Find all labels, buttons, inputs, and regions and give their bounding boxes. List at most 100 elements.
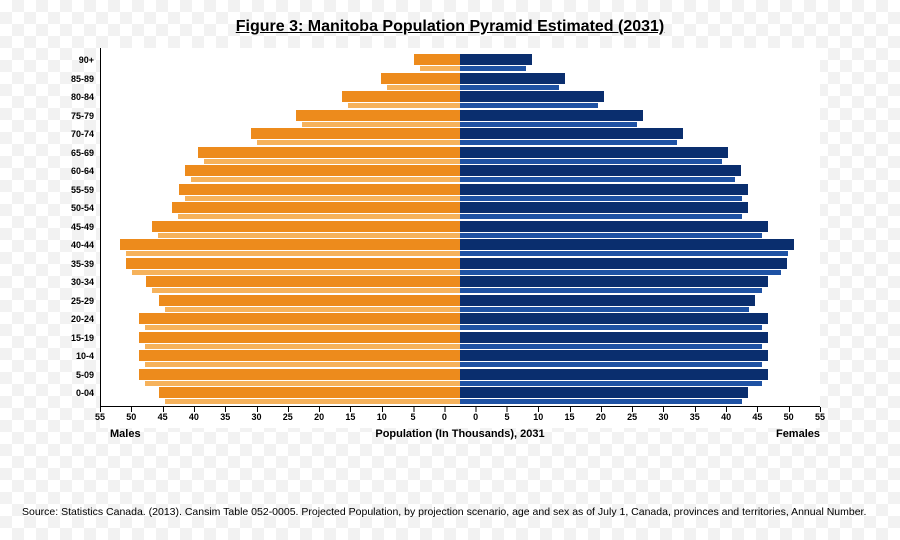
x-tick: 15 (565, 412, 575, 422)
male-bar-secondary (145, 344, 460, 349)
x-tick: 5 (504, 412, 509, 422)
male-bar-secondary (152, 288, 460, 293)
female-bar (460, 110, 643, 121)
female-bar (460, 332, 768, 343)
age-label: 5-09 (76, 371, 100, 380)
male-bar (139, 350, 460, 361)
age-row: 10-4 (100, 350, 820, 369)
female-bar-secondary (460, 270, 781, 275)
x-tick-mark (632, 407, 633, 412)
x-tick: 0 (442, 412, 447, 422)
x-tick: 35 (690, 412, 700, 422)
x-tick: 20 (596, 412, 606, 422)
age-label: 75-79 (71, 112, 100, 121)
chart-title: Figure 3: Manitoba Population Pyramid Es… (0, 18, 900, 36)
age-label: 60-64 (71, 167, 100, 176)
female-bar-secondary (460, 196, 742, 201)
age-label: 15-19 (71, 334, 100, 343)
male-bar-secondary (145, 381, 460, 386)
age-row: 65-69 (100, 147, 820, 166)
age-label: 20-24 (71, 315, 100, 324)
female-bar-secondary (460, 233, 762, 238)
male-bar (185, 165, 460, 176)
age-row: 0-04 (100, 387, 820, 406)
x-tick-mark (663, 407, 664, 412)
male-bar-secondary (145, 325, 460, 330)
male-bar-secondary (126, 251, 460, 256)
female-bar (460, 276, 768, 287)
female-bar (460, 313, 768, 324)
x-tick-mark (820, 407, 821, 412)
age-row: 15-19 (100, 332, 820, 351)
female-bar-secondary (460, 307, 749, 312)
x-tick: 50 (784, 412, 794, 422)
x-tick: 25 (283, 412, 293, 422)
male-bar-secondary (191, 177, 460, 182)
x-tick-mark (131, 407, 132, 412)
age-label: 10-4 (76, 352, 100, 361)
x-tick: 20 (314, 412, 324, 422)
female-bar-secondary (460, 214, 742, 219)
age-row: 80-84 (100, 91, 820, 110)
x-tick-mark (257, 407, 258, 412)
male-bar-secondary (185, 196, 460, 201)
x-tick: 55 (95, 412, 105, 422)
age-row: 25-29 (100, 295, 820, 314)
age-row: 50-54 (100, 202, 820, 221)
age-row: 5-09 (100, 369, 820, 388)
age-label: 55-59 (71, 186, 100, 195)
x-tick-mark (163, 407, 164, 412)
male-bar (139, 313, 460, 324)
age-label: 45-49 (71, 223, 100, 232)
x-axis-line (100, 406, 820, 407)
male-bar-secondary (348, 103, 460, 108)
male-bar (126, 258, 460, 269)
age-row: 75-79 (100, 110, 820, 129)
x-tick-mark (601, 407, 602, 412)
male-bar (342, 91, 460, 102)
female-bar-secondary (460, 140, 677, 145)
male-bar-secondary (420, 66, 460, 71)
x-axis-label: Population (In Thousands), 2031 (375, 428, 544, 440)
age-label: 85-89 (71, 75, 100, 84)
x-tick-mark (444, 407, 445, 412)
age-row: 45-49 (100, 221, 820, 240)
x-tick-mark (507, 407, 508, 412)
female-bar (460, 73, 565, 84)
male-bar (198, 147, 460, 158)
x-tick: 30 (658, 412, 668, 422)
x-tick: 5 (411, 412, 416, 422)
x-tick-mark (413, 407, 414, 412)
male-bar (139, 332, 460, 343)
age-label: 40-44 (71, 241, 100, 250)
x-tick-mark (538, 407, 539, 412)
x-tick-mark (382, 407, 383, 412)
female-bar (460, 295, 755, 306)
x-tick-mark (726, 407, 727, 412)
age-label: 70-74 (71, 130, 100, 139)
female-bar-secondary (460, 288, 762, 293)
age-label: 30-34 (71, 278, 100, 287)
x-tick: 30 (252, 412, 262, 422)
age-row: 85-89 (100, 73, 820, 92)
x-tick: 40 (189, 412, 199, 422)
x-tick: 10 (377, 412, 387, 422)
male-bar-secondary (132, 270, 460, 275)
female-bar (460, 54, 532, 65)
age-row: 20-24 (100, 313, 820, 332)
female-bar-secondary (460, 362, 762, 367)
male-bar (381, 73, 460, 84)
x-tick: 10 (533, 412, 543, 422)
x-tick-mark (319, 407, 320, 412)
x-tick-mark (476, 407, 477, 412)
age-row: 60-64 (100, 165, 820, 184)
male-bar-secondary (302, 122, 460, 127)
female-bar (460, 387, 748, 398)
female-bar-secondary (460, 122, 637, 127)
x-tick-mark (225, 407, 226, 412)
female-bar (460, 91, 604, 102)
female-bar-secondary (460, 325, 762, 330)
male-bar (179, 184, 460, 195)
pyramid-plot-area: 90+85-8980-8475-7970-7465-6960-6455-5950… (100, 48, 820, 428)
female-bar (460, 239, 794, 250)
